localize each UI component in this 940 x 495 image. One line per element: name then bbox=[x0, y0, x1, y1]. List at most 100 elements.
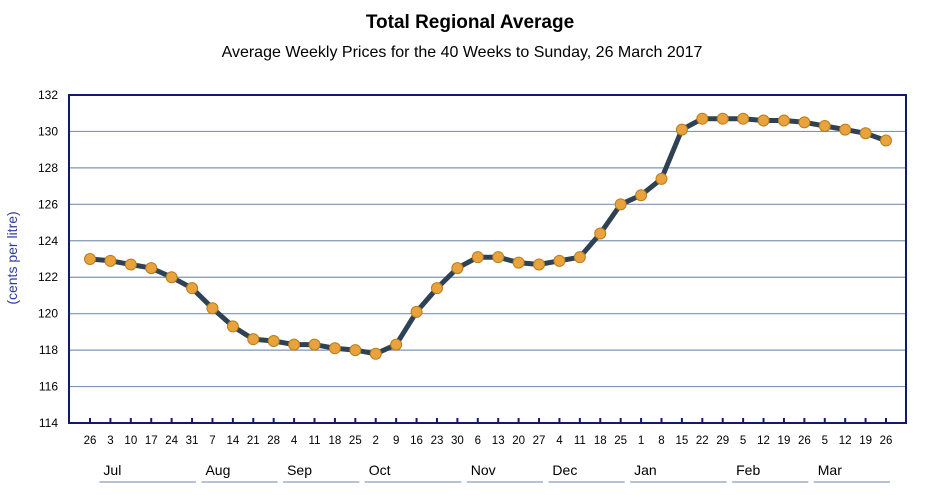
data-point bbox=[145, 262, 158, 275]
data-point bbox=[859, 127, 872, 140]
x-tick-label: 19 bbox=[859, 435, 872, 447]
x-tick-label: 20 bbox=[512, 435, 525, 447]
data-point bbox=[880, 134, 892, 147]
x-tick-label: 17 bbox=[145, 435, 158, 447]
data-point bbox=[288, 338, 301, 351]
x-tick-label: 27 bbox=[533, 435, 546, 447]
x-tick-label: 18 bbox=[329, 435, 342, 447]
x-tick-label: 14 bbox=[226, 435, 239, 447]
month-label: Jan bbox=[634, 462, 657, 478]
x-tick-label: 7 bbox=[209, 435, 215, 447]
x-tick-label: 9 bbox=[393, 435, 399, 447]
data-point bbox=[206, 302, 219, 315]
y-tick-label: 118 bbox=[39, 343, 58, 357]
x-tick-label: 6 bbox=[475, 435, 481, 447]
x-tick-label: 16 bbox=[410, 435, 423, 447]
x-tick-label: 26 bbox=[798, 435, 811, 447]
x-tick-label: 5 bbox=[822, 435, 828, 447]
month-label: Oct bbox=[369, 462, 391, 478]
data-point bbox=[410, 305, 423, 318]
month-label: Aug bbox=[205, 462, 230, 478]
x-tick-label: 5 bbox=[740, 435, 746, 447]
month-label: Nov bbox=[471, 462, 496, 478]
data-point bbox=[553, 254, 566, 267]
x-tick-label: 23 bbox=[431, 435, 444, 447]
data-point bbox=[533, 258, 546, 271]
data-point bbox=[777, 114, 790, 127]
x-tick-label: 11 bbox=[574, 435, 586, 447]
y-tick-label: 128 bbox=[38, 161, 58, 175]
x-tick-label: 19 bbox=[778, 435, 791, 447]
data-point bbox=[451, 262, 464, 275]
x-tick-label: 29 bbox=[716, 435, 729, 447]
x-tick-label: 3 bbox=[107, 435, 113, 447]
data-point bbox=[716, 112, 729, 125]
x-tick-label: 10 bbox=[124, 435, 137, 447]
y-tick-label: 124 bbox=[38, 234, 58, 248]
data-point bbox=[798, 116, 811, 129]
data-point bbox=[696, 112, 709, 125]
x-tick-label: 4 bbox=[291, 435, 298, 447]
month-label: Sep bbox=[287, 462, 312, 478]
month-label: Dec bbox=[552, 462, 577, 478]
x-tick-label: 12 bbox=[757, 435, 770, 447]
y-tick-label: 116 bbox=[39, 380, 58, 394]
x-tick-label: 8 bbox=[658, 435, 664, 447]
x-tick-label: 12 bbox=[839, 435, 852, 447]
x-tick-label: 24 bbox=[165, 435, 178, 447]
data-point bbox=[573, 251, 586, 264]
y-tick-label: 114 bbox=[39, 416, 58, 430]
x-tick-label: 26 bbox=[880, 435, 893, 447]
data-point bbox=[247, 333, 260, 346]
data-point bbox=[737, 112, 750, 125]
data-point bbox=[492, 251, 505, 264]
series-line bbox=[87, 116, 889, 357]
data-point bbox=[165, 271, 178, 284]
data-point bbox=[818, 119, 831, 132]
data-point bbox=[186, 282, 199, 295]
x-tick-label: 26 bbox=[84, 435, 97, 447]
data-point bbox=[267, 335, 280, 347]
y-tick-label: 120 bbox=[38, 307, 58, 321]
data-point bbox=[471, 251, 484, 264]
month-label: Feb bbox=[736, 462, 760, 478]
data-point bbox=[614, 198, 627, 211]
data-point bbox=[390, 338, 403, 351]
data-point bbox=[655, 172, 668, 185]
month-label: Mar bbox=[818, 462, 842, 478]
x-tick-label: 15 bbox=[675, 435, 688, 447]
chart-title: Total Regional Average bbox=[365, 12, 575, 33]
data-point bbox=[226, 320, 239, 333]
x-tick-label: 31 bbox=[186, 435, 199, 447]
x-tick-label: 30 bbox=[451, 435, 464, 447]
data-point bbox=[308, 338, 321, 351]
data-point bbox=[369, 347, 382, 360]
data-point bbox=[124, 258, 137, 271]
x-tick-label: 25 bbox=[349, 435, 362, 447]
y-tick-label: 132 bbox=[38, 88, 58, 102]
x-tick-label: 18 bbox=[594, 435, 607, 447]
x-tick-label: 2 bbox=[373, 435, 379, 447]
data-point bbox=[104, 254, 117, 267]
data-point bbox=[757, 114, 770, 127]
y-tick-label: 130 bbox=[38, 124, 58, 138]
y-tick-label: 122 bbox=[38, 270, 58, 284]
data-point bbox=[328, 342, 341, 355]
x-tick-label: 13 bbox=[492, 435, 505, 447]
data-point bbox=[839, 123, 852, 136]
x-tick-label: 25 bbox=[614, 435, 627, 447]
month-label: Jul bbox=[103, 462, 121, 478]
data-point bbox=[635, 189, 648, 202]
data-point bbox=[675, 123, 688, 136]
x-tick-label: 28 bbox=[267, 435, 280, 447]
x-tick-label: 11 bbox=[309, 435, 321, 447]
data-point bbox=[84, 253, 96, 265]
data-point bbox=[594, 227, 607, 240]
y-tick-label: 126 bbox=[38, 197, 58, 211]
y-axis-label: (cents per litre) bbox=[4, 211, 20, 304]
x-tick-label: 4 bbox=[556, 435, 563, 447]
x-tick-label: 1 bbox=[638, 435, 644, 447]
chart-subtitle: Average Weekly Prices for the 40 Weeks t… bbox=[221, 44, 703, 61]
x-tick-label: 22 bbox=[696, 435, 709, 447]
